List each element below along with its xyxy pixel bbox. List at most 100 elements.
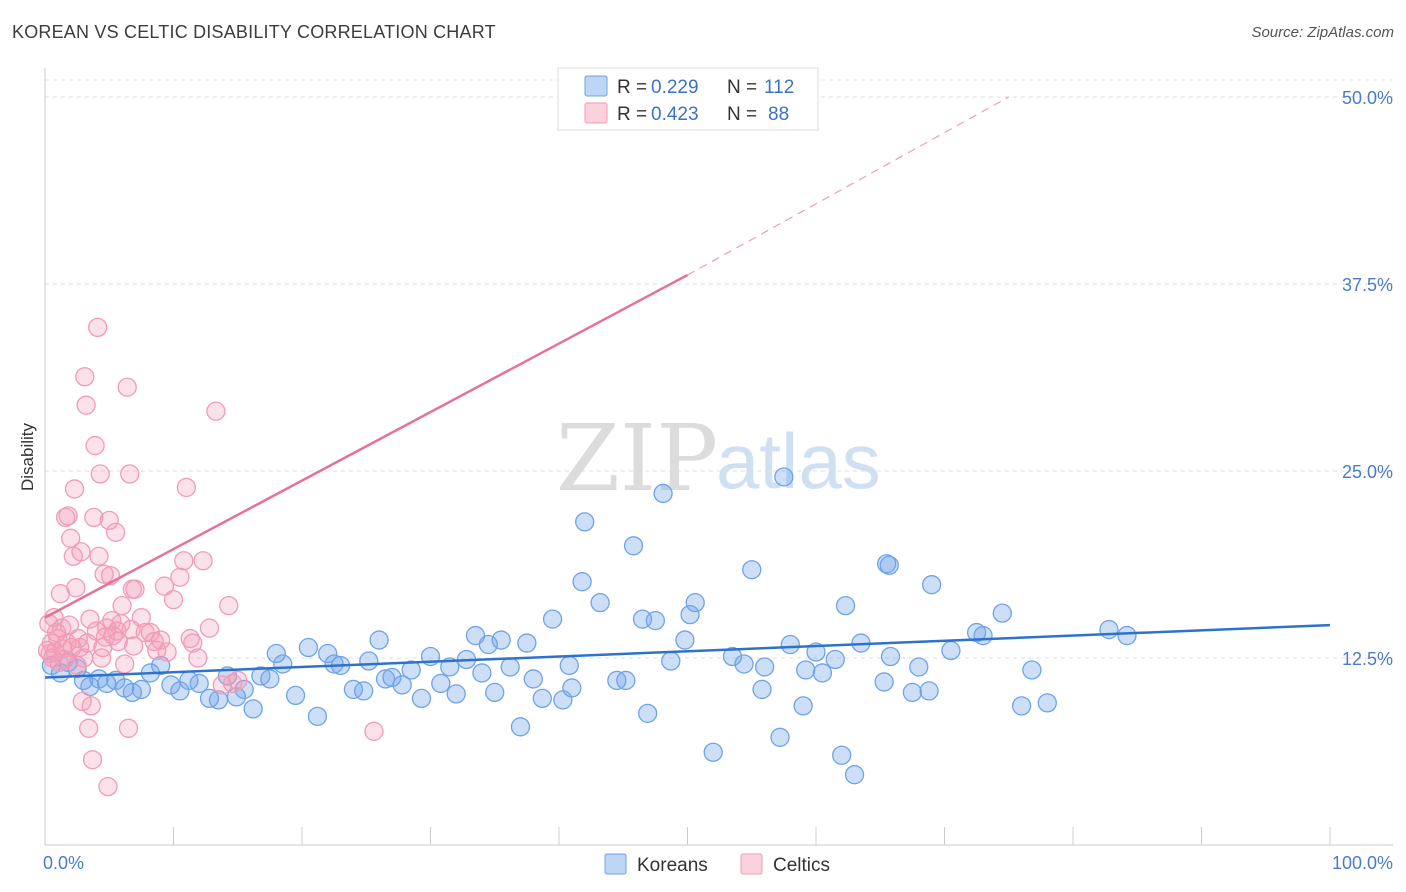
celtics-point — [84, 507, 104, 528]
legend-r-label-celtics: R = — [617, 104, 647, 125]
y-tick-labels: 12.5% 25.0% 37.5% 50.0% — [1342, 88, 1393, 669]
celtics-point — [98, 777, 118, 797]
celtics-point — [364, 721, 384, 741]
axes — [44, 68, 1393, 846]
koreans-point — [375, 669, 396, 689]
celtics-point — [44, 607, 64, 628]
koreans-point — [359, 651, 379, 671]
koreans-point — [431, 673, 451, 694]
koreans-point — [812, 663, 833, 683]
koreans-point — [1022, 660, 1042, 680]
y-tick-label-1: 25.0% — [1342, 462, 1393, 482]
celtics-point — [79, 718, 99, 738]
koreans-point — [575, 512, 595, 532]
koreans-point — [382, 667, 402, 688]
celtics-point — [115, 654, 135, 674]
koreans-point — [1011, 696, 1032, 716]
koreans-point — [411, 688, 432, 709]
x-tick-labels: 0.0% 100.0% — [43, 853, 1393, 873]
legend-n-label-koreans: N = — [727, 77, 757, 98]
koreans-point — [392, 675, 412, 695]
koreans-point — [902, 682, 923, 703]
koreans-point — [243, 699, 263, 719]
koreans-point — [835, 595, 856, 616]
koreans-point — [559, 655, 579, 676]
celtics-point — [125, 579, 145, 599]
x-tick-label-1: 100.0% — [1332, 853, 1393, 873]
grid — [45, 79, 1393, 659]
bottom-legend-swatch-celtics — [740, 853, 763, 875]
bottom-legend-celtics: Celtics — [773, 855, 830, 876]
koreans-point — [285, 685, 306, 706]
celtics-point — [212, 675, 232, 695]
koreans-point — [680, 604, 700, 625]
bottom-legend: Koreans Celtics — [604, 853, 830, 876]
koreans-point — [517, 633, 537, 653]
trendlines — [44, 96, 1331, 679]
koreans-point — [793, 696, 813, 716]
koreans-point — [354, 681, 374, 701]
celtics-point — [112, 595, 132, 616]
celtics-point — [120, 464, 140, 484]
koreans-point — [532, 688, 552, 709]
celtics-point — [85, 435, 105, 456]
koreans-point — [973, 625, 993, 646]
koreans-point — [645, 610, 666, 631]
koreans-point — [675, 630, 695, 650]
celtics-point — [222, 673, 243, 694]
celtics-point — [117, 377, 137, 397]
koreans-point — [401, 660, 421, 680]
celtics-point — [66, 578, 86, 598]
koreans-point — [273, 654, 293, 674]
koreans-point — [260, 669, 280, 689]
y-axis-title: Disability — [18, 422, 37, 491]
celtics-point — [163, 590, 184, 610]
celtics-point — [90, 464, 110, 484]
y-tick-label-0: 12.5% — [1342, 649, 1393, 669]
koreans-point — [446, 684, 466, 704]
celtics-point — [150, 630, 171, 650]
legend-r-label-koreans: R = — [617, 77, 647, 98]
celtics-point — [82, 750, 103, 770]
celtics-point — [183, 633, 203, 653]
x-tick-label-0: 0.0% — [43, 853, 84, 873]
koreans-point — [189, 673, 209, 694]
koreans-point — [572, 572, 592, 592]
celtics-point — [228, 670, 248, 691]
koreans-points — [41, 467, 1137, 785]
celtics-point — [88, 317, 108, 338]
koreans-point — [874, 672, 894, 692]
koreans-point — [992, 603, 1012, 623]
watermark: ZIP atlas — [556, 405, 881, 512]
koreans-trendline — [44, 623, 1331, 679]
koreans-point — [369, 630, 389, 650]
chart-title: KOREAN VS CELTIC DISABILITY CORRELATION … — [12, 22, 496, 42]
koreans-point — [616, 670, 636, 691]
koreans-point — [722, 646, 743, 667]
koreans-point — [266, 643, 286, 664]
koreans-point — [770, 727, 790, 747]
koreans-point — [879, 555, 899, 575]
koreans-point — [298, 637, 319, 658]
koreans-point — [685, 592, 705, 613]
koreans-point — [500, 657, 520, 677]
koreans-point — [653, 483, 673, 504]
watermark-zip: ZIP — [556, 405, 718, 512]
celtics-point — [52, 618, 72, 638]
koreans-point — [491, 630, 511, 650]
y-tick-label-3: 50.0% — [1342, 88, 1393, 108]
koreans-point — [523, 669, 543, 689]
koreans-point — [590, 592, 610, 613]
koreans-point — [752, 679, 772, 700]
koreans-point — [754, 657, 775, 677]
celtics-point — [106, 522, 126, 542]
celtics-point — [99, 510, 119, 531]
koreans-point — [780, 634, 800, 655]
celtics-point — [147, 640, 167, 661]
celtics-point — [199, 618, 220, 638]
celtics-trendline-extension — [687, 96, 1010, 276]
koreans-point — [844, 765, 865, 785]
celtics-point — [157, 642, 177, 662]
koreans-point — [343, 679, 364, 700]
